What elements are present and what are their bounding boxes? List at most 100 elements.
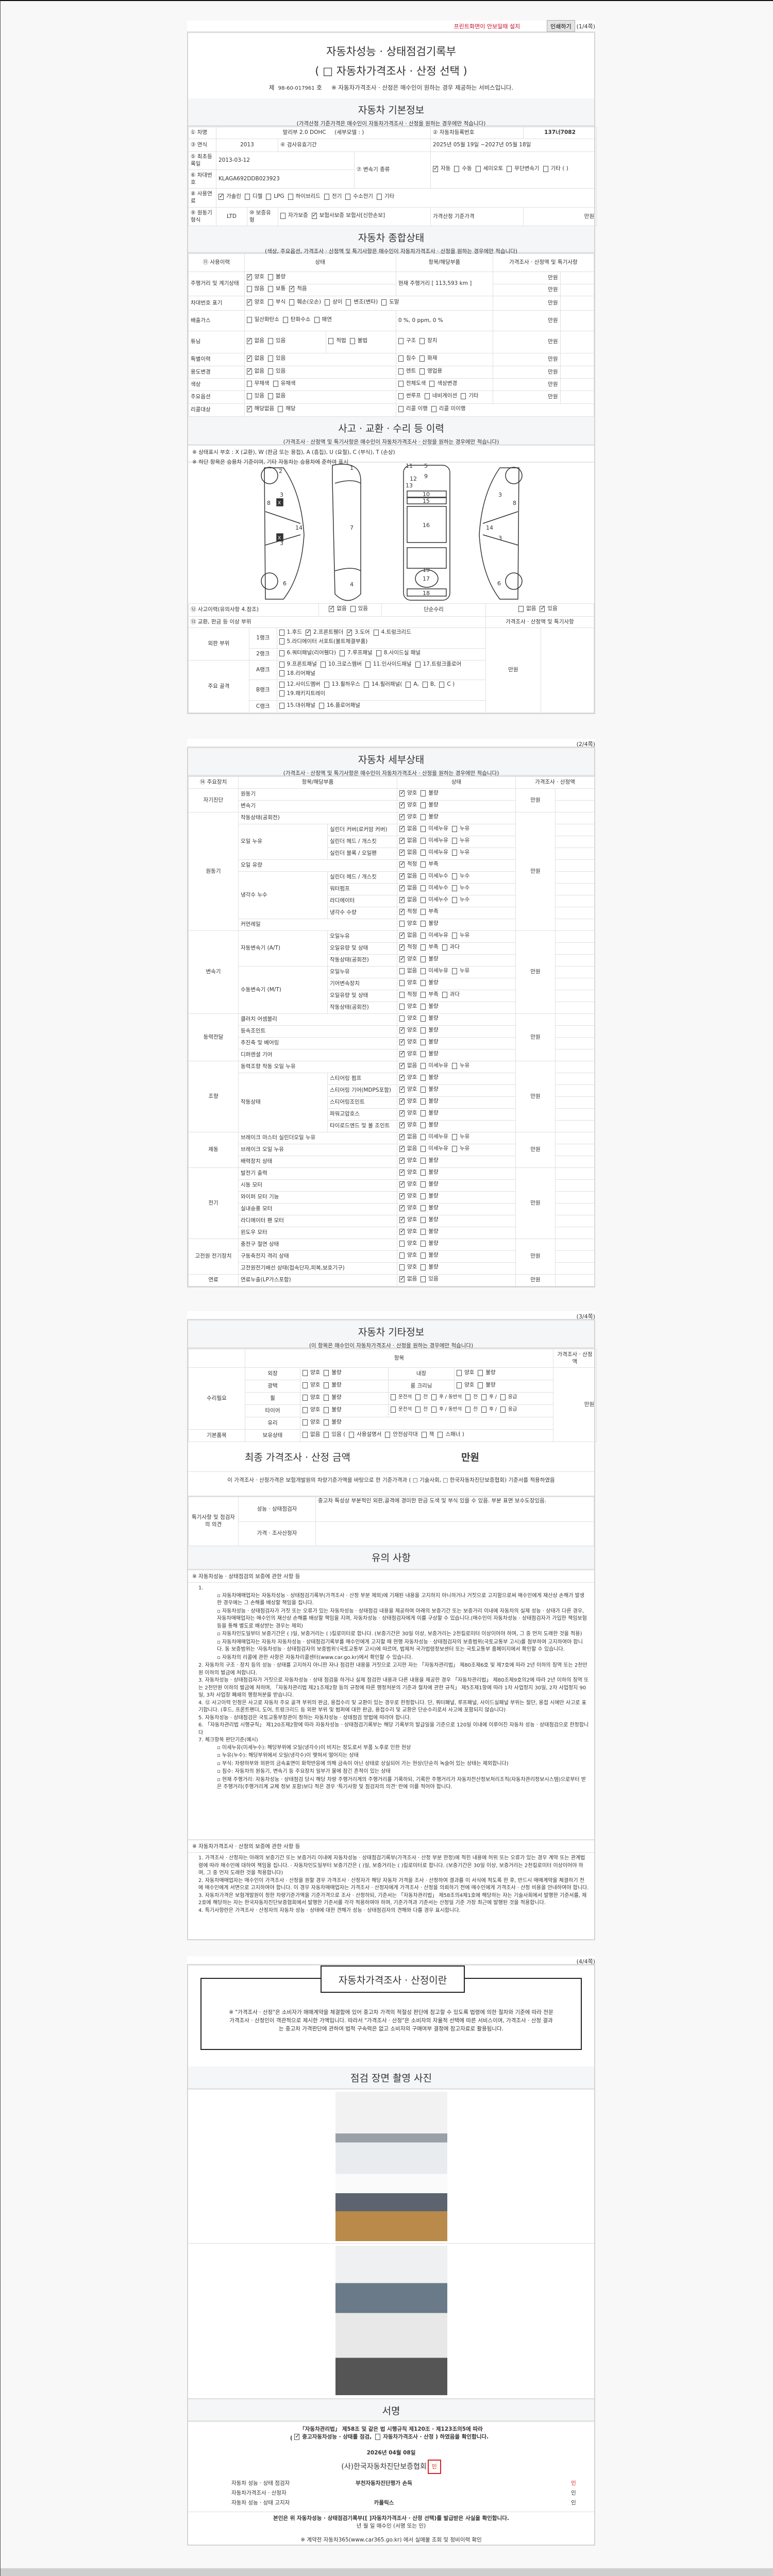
checked-checkbox-icon[interactable]: [399, 1050, 405, 1057]
checkbox-icon[interactable]: [399, 1015, 405, 1022]
checkbox-option[interactable]: 양호: [399, 1192, 417, 1200]
checkbox-option[interactable]: 미세누수: [421, 896, 448, 904]
checkbox-icon[interactable]: [415, 661, 421, 668]
checkbox-option[interactable]: 없음: [399, 872, 417, 880]
checkbox-icon[interactable]: [421, 1276, 426, 1283]
checkbox-option[interactable]: 미세누유: [421, 825, 448, 833]
checkbox-icon[interactable]: [398, 355, 404, 362]
checkbox-option[interactable]: 불량: [421, 1240, 439, 1247]
checkbox-option[interactable]: 불량: [324, 1406, 342, 1414]
checked-checkbox-icon[interactable]: [329, 605, 334, 612]
checkbox-option[interactable]: 없음: [246, 337, 264, 345]
checkbox-option[interactable]: 보통: [267, 285, 285, 293]
checkbox-option[interactable]: 불량: [324, 1394, 342, 1401]
checkbox-icon[interactable]: [385, 1431, 391, 1438]
checkbox-option[interactable]: 13.휠하우스: [324, 681, 360, 688]
checkbox-icon[interactable]: [399, 992, 405, 998]
checkbox-option[interactable]: 불량: [421, 1074, 439, 1081]
checkbox-icon[interactable]: [279, 638, 284, 645]
checkbox-option[interactable]: 불량: [324, 1369, 342, 1377]
checked-checkbox-icon[interactable]: [246, 354, 252, 362]
checkbox-option[interactable]: 양호: [399, 1204, 417, 1212]
checkbox-icon[interactable]: [457, 1382, 462, 1388]
checkbox-icon[interactable]: [381, 299, 387, 306]
checkbox-option[interactable]: 누유: [451, 1062, 469, 1070]
checked-checkbox-icon[interactable]: [399, 908, 405, 915]
checkbox-icon[interactable]: [289, 299, 295, 306]
checked-checkbox-icon[interactable]: [246, 337, 252, 344]
checkbox-icon[interactable]: [421, 838, 426, 844]
checkbox-icon[interactable]: [398, 393, 404, 400]
checkbox-icon[interactable]: [451, 968, 457, 975]
checkbox-option[interactable]: 부족: [421, 944, 439, 951]
checkbox-option[interactable]: 누유: [451, 1133, 469, 1141]
checkbox-option[interactable]: 불량: [421, 1086, 439, 1093]
checkbox-option[interactable]: 18.리어패널: [279, 670, 315, 677]
checkbox-icon[interactable]: [303, 1369, 308, 1376]
checkbox-option[interactable]: 미세누유: [421, 849, 448, 856]
checkbox-option[interactable]: 8.사이드실 패널: [376, 650, 421, 657]
checkbox-option[interactable]: 미세누유: [421, 932, 448, 939]
checkbox-icon[interactable]: [349, 338, 355, 345]
checkbox-option[interactable]: 후 / 동반석: [431, 1394, 462, 1401]
checkbox-option[interactable]: 운전석: [391, 1406, 412, 1413]
checkbox-option[interactable]: 무단변속기: [507, 165, 540, 173]
checkbox-option[interactable]: 양호: [303, 1369, 320, 1377]
checkbox-icon[interactable]: [421, 1146, 426, 1153]
checkbox-option[interactable]: 상이: [325, 299, 342, 306]
checkbox-option[interactable]: 적정: [399, 943, 417, 951]
checkbox-icon[interactable]: [421, 790, 426, 797]
checkbox-option[interactable]: 해당없음: [246, 405, 274, 413]
checkbox-option[interactable]: 있음: [350, 605, 368, 613]
checkbox-icon[interactable]: [340, 650, 345, 657]
checkbox-icon[interactable]: [318, 702, 324, 709]
checkbox-icon[interactable]: [267, 299, 273, 306]
checked-checkbox-icon[interactable]: [399, 1275, 405, 1282]
checkbox-option[interactable]: C ): [439, 681, 455, 688]
checkbox-option[interactable]: A,: [406, 681, 419, 688]
checked-checkbox-icon[interactable]: [399, 884, 405, 891]
checkbox-option[interactable]: 없음: [246, 354, 264, 362]
checkbox-icon[interactable]: [421, 1004, 426, 1010]
checkbox-icon[interactable]: [282, 316, 288, 323]
checkbox-icon[interactable]: [481, 1406, 486, 1413]
checkbox-option[interactable]: 응급: [500, 1406, 517, 1413]
checkbox-icon[interactable]: [422, 681, 428, 688]
checkbox-icon[interactable]: [481, 1394, 486, 1401]
checkbox-option[interactable]: 양호: [399, 1050, 417, 1058]
checkbox-option[interactable]: 없음: [399, 825, 417, 833]
checkbox-option[interactable]: 영업용: [419, 368, 442, 375]
checkbox-option[interactable]: 양호: [399, 1003, 417, 1010]
checkbox-icon[interactable]: [324, 1382, 329, 1388]
checkbox-icon[interactable]: [406, 681, 411, 688]
checkbox-icon[interactable]: [279, 629, 284, 636]
checkbox-icon[interactable]: [421, 1193, 426, 1200]
checkbox-icon[interactable]: [421, 1063, 426, 1070]
checkbox-icon[interactable]: [303, 1394, 308, 1401]
checkbox-icon[interactable]: [438, 1431, 443, 1438]
checkbox-icon[interactable]: [421, 1051, 426, 1058]
checkbox-icon[interactable]: [500, 1406, 506, 1413]
checkbox-option[interactable]: 불량: [421, 979, 439, 987]
checkbox-option[interactable]: 불량: [421, 1039, 439, 1046]
checkbox-option[interactable]: 15.대쉬패널: [279, 702, 315, 709]
checkbox-option[interactable]: 양호: [399, 920, 417, 927]
checkbox-icon[interactable]: [421, 921, 426, 927]
checkbox-icon[interactable]: [288, 194, 293, 200]
checkbox-icon[interactable]: [266, 194, 272, 200]
checkbox-icon[interactable]: [267, 274, 273, 280]
checkbox-icon[interactable]: [451, 1063, 457, 1070]
checkbox-icon[interactable]: [451, 897, 457, 904]
checkbox-icon[interactable]: [398, 406, 404, 413]
checkbox-icon[interactable]: [454, 166, 460, 173]
checkbox-option[interactable]: 렌트: [398, 368, 416, 375]
checkbox-option[interactable]: 네비게이션: [424, 393, 457, 400]
checkbox-option[interactable]: 있음: [540, 605, 558, 613]
checkbox-option[interactable]: 불량: [421, 1122, 439, 1129]
checked-checkbox-icon[interactable]: [294, 2433, 300, 2440]
checked-checkbox-icon[interactable]: [399, 1157, 405, 1164]
checkbox-option[interactable]: 불량: [421, 1050, 439, 1058]
checkbox-option[interactable]: 불량: [421, 1003, 439, 1010]
checkbox-option[interactable]: 전: [415, 1406, 428, 1413]
checkbox-option[interactable]: 전기: [324, 193, 342, 200]
